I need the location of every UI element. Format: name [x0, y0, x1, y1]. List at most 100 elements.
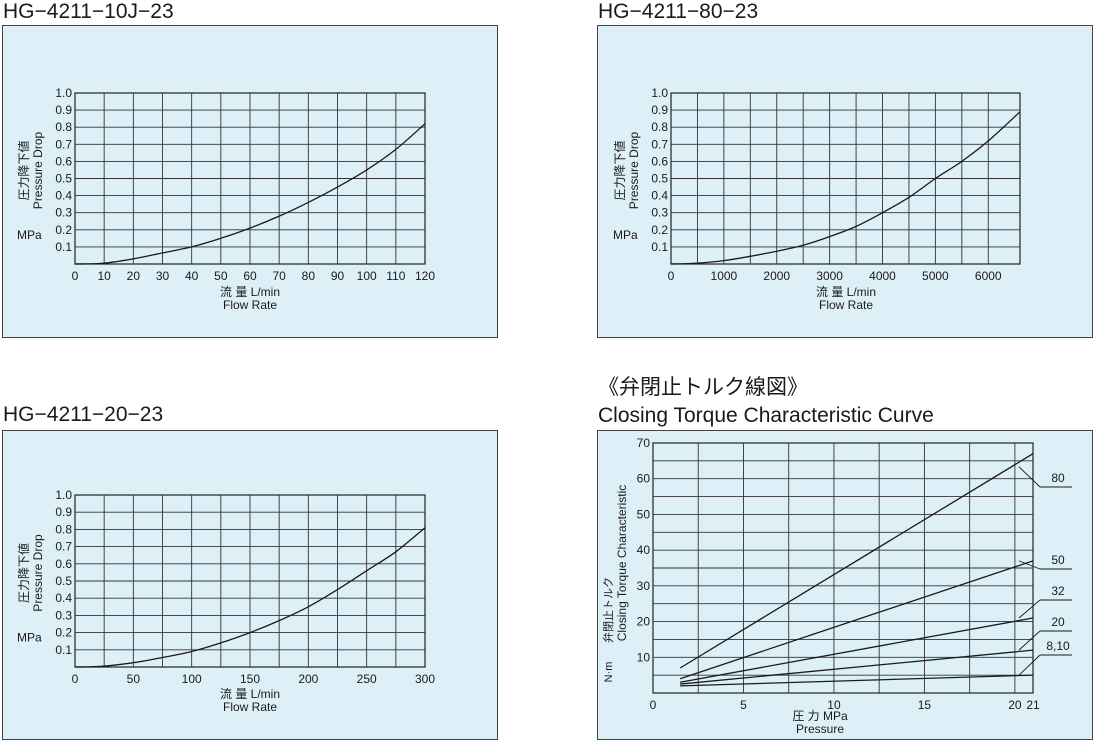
data-series-line-20: [680, 649, 1034, 685]
x-tick-label: 4000: [869, 269, 896, 283]
y-tick-label: 10: [637, 650, 651, 664]
y-tick-label: 50: [637, 507, 651, 521]
x-tick-label: 0: [650, 698, 657, 712]
x-tick-label: 15: [918, 698, 932, 712]
y-tick-label: 0.8: [55, 120, 72, 134]
x-tick-label: 10: [97, 269, 111, 283]
x-tick-label: 20: [127, 269, 141, 283]
series-leader-line: [1018, 599, 1041, 619]
x-tick-label: 21: [1026, 698, 1040, 712]
chart-title-torque: Closing Torque Characteristic Curve: [598, 404, 934, 427]
y-tick-label: 20: [637, 615, 651, 629]
data-series-line-8-10: [680, 674, 1034, 687]
x-tick-label: 120: [415, 269, 435, 283]
series-leader-line: [1018, 630, 1041, 651]
x-tick-label: 70: [272, 269, 286, 283]
torque-chart-heading-jp: 《弁閉止トルク線図》: [598, 376, 808, 399]
y-tick-label: 0.3: [55, 608, 72, 622]
x-tick-label: 110: [386, 269, 405, 283]
series-label: 20: [1051, 615, 1065, 629]
x-tick-label: 6000: [975, 269, 1002, 283]
x-tick-label: 60: [243, 269, 257, 283]
series-label: 8,10: [1046, 639, 1070, 653]
x-tick-label: 5000: [922, 269, 949, 283]
chart-title-10j: HG−4211−10J−23: [3, 0, 174, 23]
y-axis-label-jp: 圧力降下値: [16, 140, 31, 200]
x-tick-label: 10: [827, 698, 841, 712]
y-tick-label: 0.3: [651, 206, 668, 220]
y-tick-label: 0.9: [55, 103, 72, 117]
x-tick-label: 1000: [711, 269, 738, 283]
y-tick-label: 0.6: [55, 154, 72, 168]
y-axis-unit: MPa: [613, 228, 638, 242]
y-tick-label: 0.9: [651, 103, 668, 117]
y-tick-label: 0.1: [651, 240, 668, 254]
y-tick-label: 0.3: [55, 206, 72, 220]
x-tick-label: 100: [357, 269, 377, 283]
x-tick-label: 30: [156, 269, 170, 283]
y-axis-label-jp: 圧力降下値: [612, 140, 627, 200]
y-tick-label: 0.7: [651, 137, 668, 151]
y-tick-label: 70: [637, 436, 651, 450]
y-tick-label: 40: [637, 543, 651, 557]
y-tick-label: 0.4: [651, 189, 668, 203]
data-series-line: [74, 527, 426, 668]
y-tick-label: 0.1: [55, 240, 72, 254]
x-tick-label: 90: [331, 269, 345, 283]
data-series-line-32: [680, 617, 1034, 683]
y-tick-label: 60: [637, 472, 651, 486]
y-tick-label: 0.6: [651, 154, 668, 168]
y-tick-label: 0.6: [55, 557, 72, 571]
y-axis-label-en: Closing Torque Characteristic: [615, 485, 629, 642]
y-axis-label-en: Pressure Drop: [31, 534, 45, 612]
x-tick-label: 20: [1008, 698, 1022, 712]
y-tick-label: 1.0: [651, 86, 668, 100]
x-axis-label-en: Flow Rate: [819, 298, 873, 312]
y-tick-label: 0.9: [55, 505, 72, 519]
y-axis-label-jp: 圧力降下値: [16, 543, 31, 603]
y-axis-unit: MPa: [17, 631, 42, 645]
x-tick-label: 2000: [763, 269, 790, 283]
y-tick-label: 0.7: [55, 137, 72, 151]
y-tick-label: 0.8: [651, 120, 668, 134]
data-series-line: [670, 111, 1021, 265]
y-tick-label: 0.8: [55, 522, 72, 536]
y-tick-label: 0.5: [651, 172, 668, 186]
x-axis-label-en: Flow Rate: [223, 298, 277, 312]
x-axis-label-jp: 圧 力 MPa: [792, 709, 848, 723]
series-label: 32: [1051, 584, 1065, 598]
data-series-line: [74, 123, 426, 265]
y-tick-label: 30: [637, 579, 651, 593]
x-tick-label: 250: [357, 672, 377, 686]
chart-panel-torque: [597, 430, 1093, 740]
x-axis-label-en: Pressure: [796, 722, 844, 736]
x-tick-label: 0: [72, 672, 79, 686]
x-tick-label: 200: [298, 672, 318, 686]
x-axis-label-jp: 流 量 L/min: [220, 687, 280, 701]
x-tick-label: 50: [214, 269, 228, 283]
x-tick-label: 0: [668, 269, 675, 283]
y-tick-label: 0.4: [55, 591, 72, 605]
y-tick-label: 0.5: [55, 574, 72, 588]
y-tick-label: 0.2: [651, 223, 668, 237]
data-series-line-80: [679, 453, 1034, 669]
series-label: 50: [1051, 553, 1065, 567]
series-leader-line: [1018, 560, 1041, 570]
x-tick-label: 300: [415, 672, 435, 686]
y-axis-label-en: Pressure Drop: [31, 132, 45, 210]
x-axis-label-jp: 流 量 L/min: [816, 285, 876, 299]
x-tick-label: 0: [72, 269, 79, 283]
x-tick-label: 100: [182, 672, 202, 686]
y-tick-label: 0.7: [55, 540, 72, 554]
series-leader-line: [1018, 654, 1041, 676]
y-tick-label: 0.2: [55, 626, 72, 640]
x-axis-label-en: Flow Rate: [223, 700, 277, 714]
x-tick-label: 5: [740, 698, 747, 712]
y-tick-label: 0.2: [55, 223, 72, 237]
x-tick-label: 3000: [816, 269, 843, 283]
y-tick-label: 0.1: [55, 643, 72, 657]
